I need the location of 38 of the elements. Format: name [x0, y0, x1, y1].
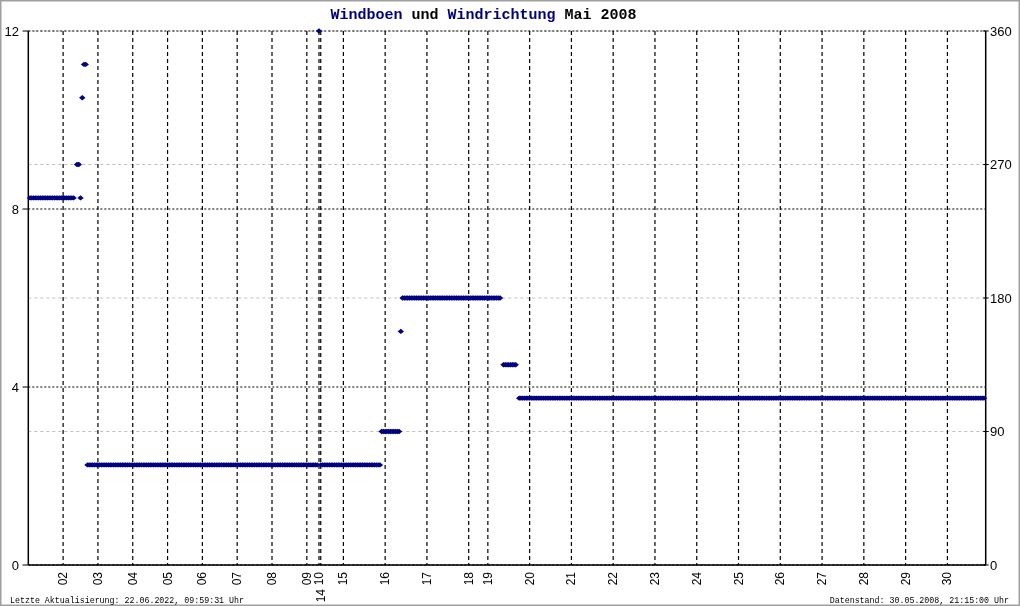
y-tick-label: 12 — [4, 23, 19, 39]
y2-tick-label: 90 — [990, 424, 1005, 440]
x-tick-label: 09 — [299, 571, 314, 586]
y2-tick-label: 180 — [990, 290, 1012, 306]
x-tick-label: 20 — [522, 571, 537, 586]
x-tick-label: 18 — [461, 571, 476, 586]
x-tick-label: 08 — [265, 571, 279, 586]
x-tick-label: 27 — [815, 571, 830, 586]
x-tick-label: 19 — [480, 571, 495, 586]
x-tick-label: 17 — [419, 571, 434, 586]
x-tick-label: 30 — [940, 571, 955, 586]
y-tick-label: 0 — [11, 557, 19, 573]
x-tick-label: 21 — [564, 571, 579, 586]
x-tick-label: 24 — [689, 571, 704, 586]
x-tick-label: 28 — [856, 571, 871, 586]
x-tick-label: 14 — [313, 588, 328, 603]
x-tick-label: 15 — [336, 571, 351, 586]
y-tick-label: 8 — [11, 201, 19, 217]
x-tick-label: 02 — [56, 571, 71, 586]
x-tick-label: 25 — [731, 571, 746, 586]
y2-tick-label: 360 — [990, 23, 1012, 39]
x-tick-label: 29 — [898, 571, 913, 586]
x-tick-label: 03 — [90, 571, 105, 586]
x-tick-label: 05 — [160, 571, 175, 586]
text: Letzte Aktualisierung: 22.06.2022, 09:59:31 Uhr — [10, 596, 245, 605]
x-tick-label: 16 — [378, 571, 393, 586]
x-tick-label: 06 — [195, 571, 210, 586]
y-tick-label: 4 — [11, 379, 19, 395]
text: Datenstand: 30.05.2008, 21:15:00 Uhr — [829, 596, 1010, 605]
x-tick-label: 23 — [647, 571, 662, 586]
y2-tick-label: 270 — [990, 157, 1012, 173]
chart-title: Windboen und Windrichtung Mai 2008 — [330, 6, 637, 24]
y2-tick-label: 0 — [990, 557, 998, 573]
x-tick-label: 22 — [606, 571, 621, 586]
x-tick-label: 07 — [230, 571, 245, 586]
x-tick-label: 04 — [125, 571, 140, 586]
x-tick-label: 26 — [773, 571, 788, 586]
x-tick-label: 10 — [312, 571, 326, 586]
